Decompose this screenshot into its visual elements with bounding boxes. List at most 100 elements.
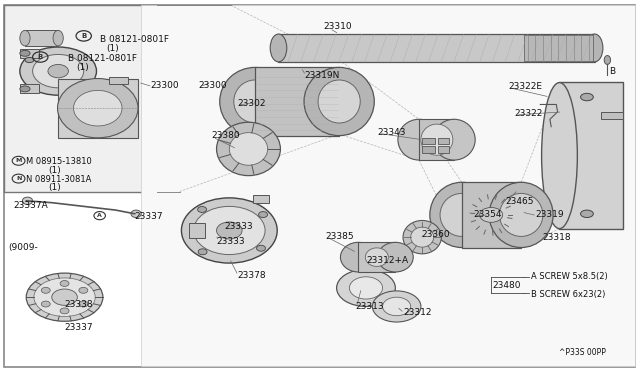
Polygon shape (462, 182, 521, 247)
Text: 23322: 23322 (515, 109, 543, 118)
Ellipse shape (220, 67, 290, 136)
Ellipse shape (181, 198, 277, 263)
FancyBboxPatch shape (141, 5, 635, 366)
Text: (1): (1) (76, 63, 89, 72)
Ellipse shape (259, 212, 268, 218)
Ellipse shape (20, 31, 30, 46)
Ellipse shape (340, 242, 376, 272)
Polygon shape (419, 119, 454, 160)
Polygon shape (189, 223, 205, 238)
Text: 23337A: 23337A (13, 201, 48, 210)
Bar (422, 146, 435, 153)
Ellipse shape (257, 245, 266, 251)
Ellipse shape (25, 57, 34, 62)
Text: 23338: 23338 (65, 300, 93, 309)
Polygon shape (25, 31, 58, 46)
Ellipse shape (270, 34, 287, 62)
Bar (109, 77, 129, 84)
Text: 23313: 23313 (355, 302, 384, 311)
Text: A SCREW 5x8.5(2): A SCREW 5x8.5(2) (531, 272, 607, 281)
Ellipse shape (499, 193, 543, 236)
Polygon shape (20, 84, 39, 93)
Text: 23310: 23310 (323, 22, 352, 31)
Text: 23302: 23302 (237, 99, 266, 108)
Text: 23319: 23319 (536, 211, 564, 219)
Text: 23354: 23354 (473, 211, 502, 219)
Text: B: B (609, 67, 615, 76)
Ellipse shape (131, 210, 141, 218)
Polygon shape (255, 67, 339, 136)
Ellipse shape (337, 269, 396, 307)
Ellipse shape (365, 248, 388, 266)
Ellipse shape (34, 278, 95, 317)
Ellipse shape (20, 50, 30, 56)
Ellipse shape (60, 308, 69, 314)
Ellipse shape (198, 206, 207, 212)
Text: M 08915-13810: M 08915-13810 (26, 157, 92, 166)
Bar (438, 138, 449, 144)
Text: 23318: 23318 (542, 233, 571, 243)
Ellipse shape (411, 227, 434, 247)
Ellipse shape (433, 119, 475, 160)
Ellipse shape (430, 182, 493, 247)
Polygon shape (601, 112, 623, 119)
Text: B SCREW 6x23(2): B SCREW 6x23(2) (531, 290, 605, 299)
Ellipse shape (33, 54, 84, 88)
Text: A: A (97, 213, 102, 218)
Ellipse shape (20, 47, 97, 95)
FancyBboxPatch shape (4, 5, 157, 192)
Ellipse shape (234, 80, 276, 123)
Ellipse shape (20, 35, 29, 40)
Polygon shape (20, 49, 39, 58)
Text: 23300: 23300 (151, 81, 179, 90)
Ellipse shape (489, 182, 553, 247)
Text: (9009-: (9009- (8, 243, 38, 251)
Text: B 08121-0801F: B 08121-0801F (100, 35, 169, 44)
Ellipse shape (48, 64, 68, 78)
Polygon shape (559, 82, 623, 229)
Ellipse shape (42, 301, 50, 307)
Bar (438, 146, 449, 153)
Polygon shape (253, 195, 269, 203)
Ellipse shape (580, 210, 593, 218)
Ellipse shape (60, 280, 69, 286)
Ellipse shape (58, 78, 138, 138)
Polygon shape (524, 35, 593, 61)
Ellipse shape (349, 277, 383, 299)
Text: M: M (15, 158, 22, 163)
Text: 23322E: 23322E (508, 82, 542, 91)
Text: ^P33S 00PP: ^P33S 00PP (559, 347, 606, 356)
Ellipse shape (421, 124, 453, 155)
Ellipse shape (229, 133, 268, 165)
Ellipse shape (216, 222, 242, 239)
Text: (1): (1) (106, 44, 119, 52)
Text: (1): (1) (49, 166, 61, 174)
Ellipse shape (22, 197, 33, 205)
Text: 23312+A: 23312+A (366, 256, 408, 265)
Text: 23337: 23337 (65, 323, 93, 332)
Ellipse shape (604, 55, 611, 64)
Ellipse shape (580, 93, 593, 101)
Text: (1): (1) (49, 183, 61, 192)
Polygon shape (358, 242, 396, 272)
Ellipse shape (42, 287, 50, 293)
Ellipse shape (383, 297, 411, 316)
Ellipse shape (440, 193, 483, 236)
Text: N: N (16, 176, 21, 181)
Ellipse shape (79, 301, 88, 307)
Text: 23343: 23343 (378, 128, 406, 137)
Text: N 08911-3081A: N 08911-3081A (26, 175, 92, 184)
Text: 23333: 23333 (224, 221, 253, 231)
Ellipse shape (403, 221, 442, 254)
Ellipse shape (304, 67, 374, 136)
Ellipse shape (586, 34, 603, 62)
Text: 23333: 23333 (216, 237, 245, 246)
Polygon shape (278, 34, 595, 62)
Text: 23380: 23380 (211, 131, 240, 141)
Ellipse shape (193, 206, 265, 254)
Ellipse shape (372, 291, 421, 322)
Ellipse shape (26, 273, 103, 321)
Text: 23480: 23480 (492, 281, 521, 290)
Text: 23300: 23300 (198, 81, 227, 90)
Ellipse shape (398, 119, 440, 160)
